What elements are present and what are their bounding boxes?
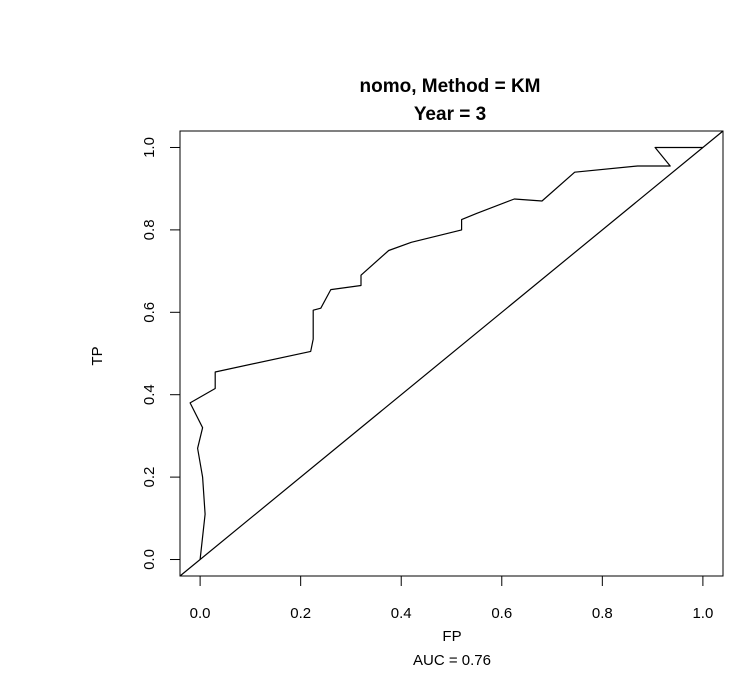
x-tick-label: 0.2 [290, 605, 311, 622]
y-tick-label: 0.4 [141, 384, 158, 405]
y-tick-label: 0.0 [141, 549, 158, 570]
y-axis-label: TP [89, 346, 106, 365]
auc-annotation: AUC = 0.76 [413, 652, 491, 669]
x-tick-label: 1.0 [692, 605, 713, 622]
y-axis: 0.0 0.2 0.4 0.6 0.8 1.0 [141, 137, 181, 570]
series-layer [179, 130, 724, 577]
chart-title: nomo, Method = KM [359, 76, 540, 97]
y-tick-label: 1.0 [141, 137, 158, 158]
roc-curve [189, 146, 703, 560]
x-tick-label: 0.0 [190, 605, 211, 622]
diagonal-reference-line [179, 130, 724, 577]
x-axis-label: FP [442, 628, 461, 645]
y-tick-label: 0.6 [141, 302, 158, 323]
y-tick-label: 0.8 [141, 219, 158, 240]
y-tick-label: 0.2 [141, 467, 158, 488]
chart-subtitle: Year = 3 [414, 104, 486, 125]
x-tick-label: 0.6 [491, 605, 512, 622]
x-tick-label: 0.8 [592, 605, 613, 622]
x-axis: 0.0 0.2 0.4 0.6 0.8 1.0 [190, 575, 713, 622]
x-tick-label: 0.4 [391, 605, 412, 622]
